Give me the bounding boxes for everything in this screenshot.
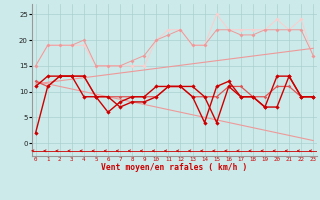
X-axis label: Vent moyen/en rafales ( km/h ): Vent moyen/en rafales ( km/h ): [101, 163, 248, 172]
